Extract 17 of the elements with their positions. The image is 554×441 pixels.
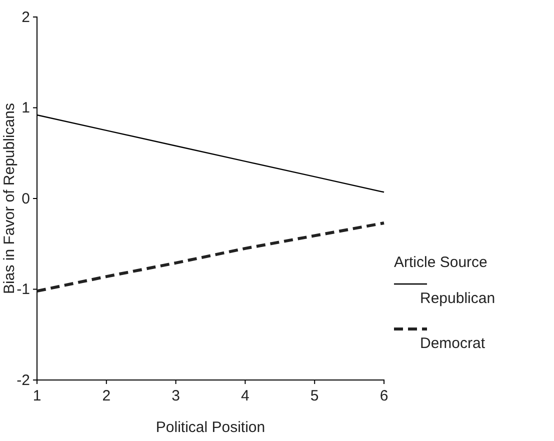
x-axis-title: Political Position bbox=[156, 419, 266, 436]
y-axis-title: Bias in Favor of Republicans bbox=[1, 103, 18, 294]
y-tick-label: 0 bbox=[22, 190, 30, 208]
y-tick-label: -1 bbox=[16, 281, 30, 298]
y-tick-label: -2 bbox=[16, 372, 30, 389]
x-tick-label: 4 bbox=[241, 388, 250, 404]
x-tick-label: 3 bbox=[172, 388, 180, 404]
legend-label: Republican bbox=[420, 290, 496, 307]
x-tick-label: 2 bbox=[102, 388, 111, 404]
line-series bbox=[36, 222, 386, 293]
x-tick-label: 5 bbox=[310, 388, 319, 404]
y-tick-label: 1 bbox=[22, 100, 30, 117]
legend-label: Democrat bbox=[420, 335, 486, 352]
legend-title: Article Source bbox=[394, 254, 488, 271]
x-tick-label: 6 bbox=[380, 388, 388, 404]
x-tick-label: 1 bbox=[32, 388, 42, 404]
y-tick-label: 2 bbox=[22, 8, 30, 26]
